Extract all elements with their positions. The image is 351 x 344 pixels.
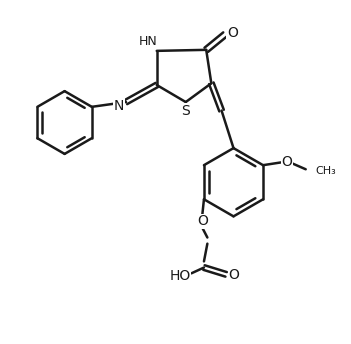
Text: N: N [114,99,124,113]
Text: O: O [197,214,208,228]
Text: CH₃: CH₃ [315,166,336,176]
Text: O: O [227,26,238,40]
Text: O: O [228,268,239,282]
Text: S: S [181,104,190,118]
Text: O: O [282,155,292,170]
Text: HN: HN [139,35,158,48]
Text: HO: HO [170,269,191,283]
